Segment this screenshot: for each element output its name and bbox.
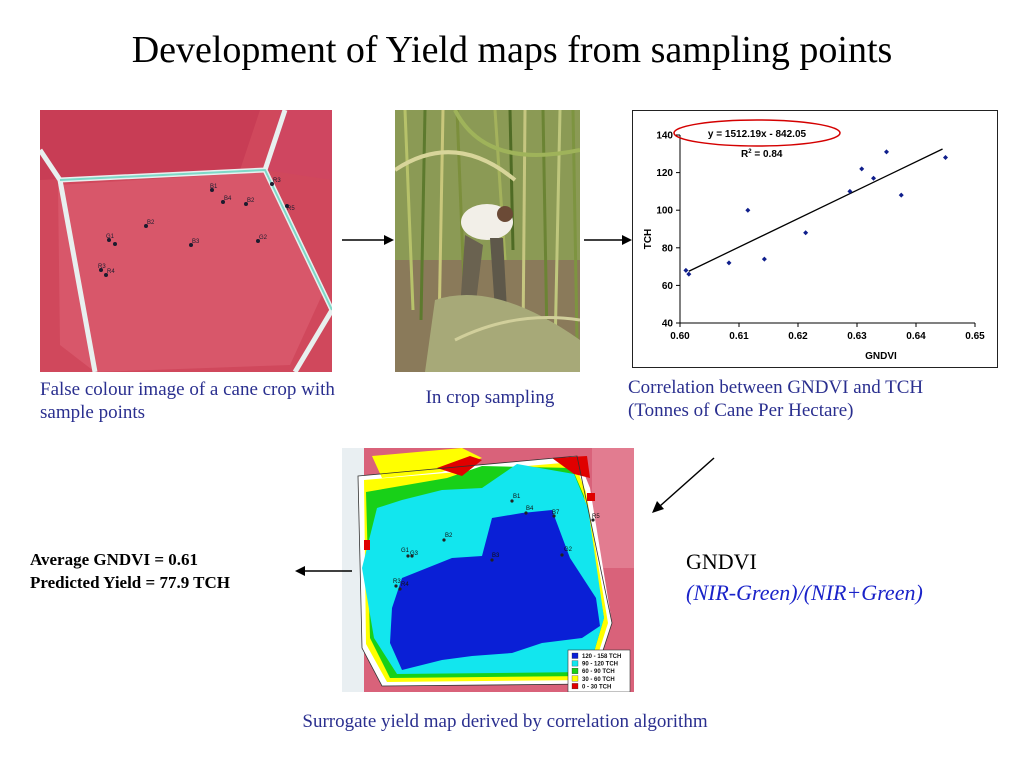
data-point xyxy=(859,166,865,172)
chart-axes xyxy=(679,135,975,324)
legend-swatch xyxy=(571,652,579,659)
y-tick-label: 100 xyxy=(656,206,673,217)
false-colour-image: B1 B4 R3 B2 R5 G1 B2 B3 G2 R3 R4 xyxy=(40,110,332,372)
yield-map: B1 B4 B7 R5 B2 G1 G3 B3 G2 R3 R4 120 - 1… xyxy=(342,448,634,692)
arrow-left-icon xyxy=(295,566,352,576)
point-label: R4 xyxy=(107,269,115,275)
point-label: B1 xyxy=(210,184,218,190)
map-point-label: B1 xyxy=(513,494,521,500)
trendline-path xyxy=(688,148,943,272)
legend-label: 120 - 158 TCH xyxy=(582,654,621,660)
data-point xyxy=(943,155,948,161)
arrow-right-icon xyxy=(584,235,632,245)
legend-label: 60 - 90 TCH xyxy=(582,669,615,675)
point-label: G1 xyxy=(106,234,115,240)
data-point xyxy=(847,188,853,194)
data-point xyxy=(745,207,751,213)
y-axis-label: TCH xyxy=(643,229,654,250)
trend-equation: y = 1512.19x - 842.05 xyxy=(708,129,807,140)
caption-false-colour: False colour image of a cane crop with s… xyxy=(40,379,335,423)
sample-point-labels: B1 B4 R3 B2 R5 G1 B2 B3 G2 R3 R4 xyxy=(98,178,295,275)
map-point-label: B4 xyxy=(526,506,534,512)
y-tick-label: 120 xyxy=(656,168,673,179)
point-label: R3 xyxy=(98,264,106,270)
arrow-right-icon xyxy=(342,235,394,245)
legend-swatch xyxy=(571,668,579,674)
data-point xyxy=(884,149,889,155)
scatter-chart: 40 60 80 100 120 140 0.60 0.61 0.62 0.63 0.64 0.65… xyxy=(632,110,998,368)
point-label: B4 xyxy=(224,196,232,202)
gndvi-label: GNDVI xyxy=(686,549,757,574)
predicted-yield: Predicted Yield = 77.9 TCH xyxy=(30,573,230,592)
yield-stats: Average GNDVI = 0.61 Predicted Yield = 7… xyxy=(30,548,230,594)
map-point-label: B2 xyxy=(445,533,453,539)
r-squared: R2 = 0.84 xyxy=(741,149,783,160)
x-tick-label: 0.64 xyxy=(906,331,926,342)
x-axis-label: GNDVI xyxy=(865,351,897,362)
y-tick-label: 80 xyxy=(662,243,674,254)
arrow-down-left-icon xyxy=(652,457,715,513)
map-point-label: B7 xyxy=(552,510,560,516)
x-tick-label: 0.60 xyxy=(670,331,690,342)
map-point-label: R3 xyxy=(393,579,401,585)
x-tick-label: 0.65 xyxy=(965,331,985,342)
data-point xyxy=(686,271,692,277)
gndvi-formula: (NIR-Green)/(NIR+Green) xyxy=(686,580,923,605)
y-tick-label: 40 xyxy=(662,319,674,330)
map-point-label: G1 xyxy=(401,548,410,554)
data-point xyxy=(898,192,904,198)
page-title: Development of Yield maps from sampling … xyxy=(131,29,893,71)
map-point-label: R5 xyxy=(592,514,600,520)
y-tick-label: 60 xyxy=(662,281,674,292)
point-label: B2 xyxy=(147,220,155,226)
x-tick-label: 0.61 xyxy=(729,331,749,342)
data-point xyxy=(803,230,809,236)
map-point-label: G2 xyxy=(564,547,573,553)
data-point xyxy=(761,256,767,262)
data-point xyxy=(871,175,877,181)
map-point-label: R4 xyxy=(401,582,409,588)
caption-correlation-line1: Correlation between GNDVI and TCH xyxy=(628,377,924,398)
caption-yield-map: Surrogate yield map derived by correlati… xyxy=(302,711,708,732)
data-points xyxy=(683,149,948,277)
legend-label: 0 - 30 TCH xyxy=(582,684,611,690)
y-tick-label: 140 xyxy=(656,131,673,142)
y-tick-labels: 40 60 80 100 120 140 xyxy=(656,131,680,330)
point-label: G2 xyxy=(259,235,268,241)
legend-label: 90 - 120 TCH xyxy=(582,662,618,668)
x-tick-label: 0.63 xyxy=(847,331,867,342)
caption-correlation: Correlation between GNDVI and TCH (Tonne… xyxy=(628,376,1008,422)
map-point-label: B3 xyxy=(492,553,500,559)
x-tick-labels: 0.60 0.61 0.62 0.63 0.64 0.65 xyxy=(670,323,985,342)
point-label: B3 xyxy=(192,239,200,245)
caption-correlation-line2: (Tonnes of Cane Per Hectare) xyxy=(628,400,854,421)
legend-label: 30 - 60 TCH xyxy=(582,677,615,683)
average-gndvi: Average GNDVI = 0.61 xyxy=(30,550,199,569)
sampling-photo xyxy=(395,110,580,372)
point-label: R5 xyxy=(287,206,295,212)
legend-swatch xyxy=(571,683,579,690)
sample-point-markers xyxy=(99,182,289,277)
caption-sampling: In crop sampling xyxy=(425,387,555,408)
equation-oval xyxy=(673,119,841,147)
trendline xyxy=(688,148,943,272)
legend-swatch xyxy=(571,675,579,682)
data-point xyxy=(726,260,732,266)
point-label: B2 xyxy=(247,198,255,204)
map-point-label: G3 xyxy=(410,551,419,557)
legend-swatch xyxy=(571,660,579,667)
data-point xyxy=(683,267,689,273)
x-tick-label: 0.62 xyxy=(788,331,808,342)
point-label: R3 xyxy=(273,178,281,184)
